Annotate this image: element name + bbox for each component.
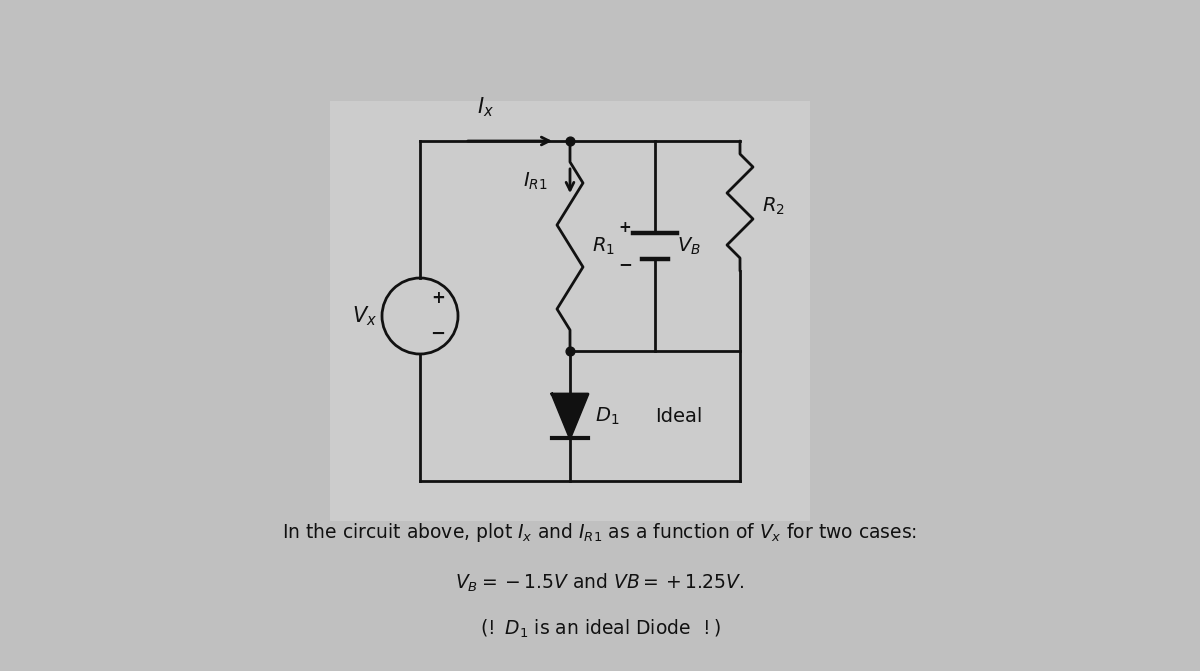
Point: [560, 346, 580, 356]
Text: +: +: [619, 221, 631, 236]
Text: +: +: [431, 289, 445, 307]
Text: In the circuit above, plot $I_x$ and $I_{R1}$ as a function of $V_x$ for two cas: In the circuit above, plot $I_x$ and $I_…: [282, 521, 918, 544]
FancyBboxPatch shape: [330, 101, 810, 521]
Text: −: −: [618, 255, 632, 273]
Point: [560, 136, 580, 146]
Text: $I_x$: $I_x$: [476, 95, 493, 119]
Text: $D_1$: $D_1$: [595, 405, 619, 427]
Text: $I_{R1}$: $I_{R1}$: [523, 170, 548, 192]
Text: $V_x$: $V_x$: [353, 304, 378, 328]
Text: $V_B = -1.5V$ and $VB = +1.25V.$: $V_B = -1.5V$ and $VB = +1.25V.$: [455, 572, 745, 594]
Polygon shape: [552, 394, 588, 438]
Text: −: −: [431, 325, 445, 343]
Text: $V_B$: $V_B$: [677, 236, 701, 256]
Text: $(! \ D_1$ is an ideal Diode $\ !)$: $(! \ D_1$ is an ideal Diode $\ !)$: [480, 618, 720, 640]
Text: $R_2$: $R_2$: [762, 195, 785, 217]
Text: $R_1$: $R_1$: [592, 236, 614, 256]
Text: Ideal: Ideal: [655, 407, 702, 425]
